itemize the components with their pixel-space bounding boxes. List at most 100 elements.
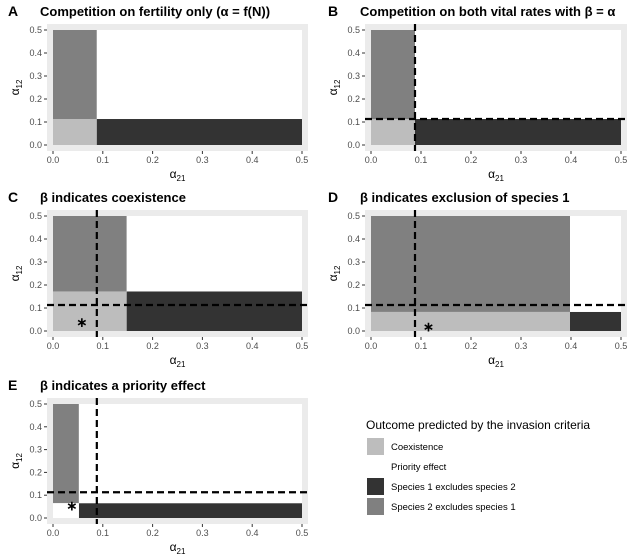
y-tick-label: 0.4 — [347, 48, 360, 58]
x-tick-label: 0.0 — [47, 155, 60, 165]
y-tick-label: 0.0 — [347, 140, 360, 150]
x-tick-label: 0.4 — [246, 155, 259, 165]
region-priority — [96, 30, 302, 120]
y-tick-label: 0.4 — [347, 234, 360, 244]
legend-title: Outcome predicted by the invasion criter… — [366, 418, 590, 432]
x-tick-label: 0.5 — [296, 528, 309, 538]
x-tick-label: 0.2 — [465, 341, 478, 351]
x-tick-label: 0.1 — [415, 155, 428, 165]
panel-letter: E — [8, 377, 17, 393]
panel-title: β indicates exclusion of species 1 — [360, 190, 570, 205]
legend-label-priority: Priority effect — [391, 462, 447, 473]
region-species1 — [78, 503, 303, 518]
region-species1 — [570, 311, 621, 331]
region-species2 — [53, 216, 127, 292]
x-tick-label: 0.4 — [565, 155, 578, 165]
y-tick-label: 0.3 — [29, 257, 42, 267]
x-tick-label: 0.3 — [196, 155, 209, 165]
y-tick-label: 0.0 — [29, 326, 42, 336]
y-tick-label: 0.2 — [29, 94, 42, 104]
region-species1 — [415, 119, 621, 145]
x-tick-label: 0.3 — [196, 341, 209, 351]
x-axis-label: α21 — [170, 353, 186, 369]
x-tick-label: 0.5 — [615, 341, 628, 351]
x-axis-label: α21 — [170, 540, 186, 556]
panel-e: ∗ 0.0 0.1 0.2 0.3 0.4 0.5 0.0 0.1 0.2 0.3 0.4 0.5 α21… — [8, 377, 308, 556]
y-tick-label: 0.0 — [29, 513, 42, 523]
legend-key-species2 — [367, 498, 384, 515]
region-species1 — [126, 291, 302, 331]
y-axis-label: α12 — [8, 453, 24, 469]
x-tick-label: 0.0 — [47, 341, 60, 351]
x-tick-label: 0.2 — [146, 341, 159, 351]
x-tick-label: 0.5 — [296, 341, 309, 351]
y-tick-label: 0.4 — [29, 422, 42, 432]
x-tick-label: 0.0 — [365, 341, 378, 351]
y-tick-label: 0.5 — [29, 399, 42, 409]
y-axis-label: α12 — [8, 265, 24, 281]
x-tick-label: 0.4 — [246, 341, 259, 351]
panel-letter: A — [8, 3, 18, 19]
y-tick-label: 0.0 — [29, 140, 42, 150]
x-tick-label: 0.2 — [465, 155, 478, 165]
region-priority — [570, 216, 621, 312]
y-tick-label: 0.2 — [29, 467, 42, 477]
x-tick-label: 0.4 — [565, 341, 578, 351]
y-tick-label: 0.1 — [347, 117, 360, 127]
y-tick-label: 0.3 — [347, 257, 360, 267]
legend-key-species1 — [367, 478, 384, 495]
region-coexistence — [371, 119, 415, 145]
x-tick-label: 0.5 — [296, 155, 309, 165]
y-tick-label: 0.3 — [29, 445, 42, 455]
region-priority — [126, 216, 302, 292]
x-tick-label: 0.0 — [365, 155, 378, 165]
x-tick-label: 0.1 — [97, 155, 110, 165]
y-tick-label: 0.1 — [29, 303, 42, 313]
y-tick-label: 0.2 — [29, 280, 42, 290]
legend: Outcome predicted by the invasion criter… — [366, 418, 590, 515]
x-axis-label: α21 — [488, 167, 504, 183]
region-species2 — [53, 30, 97, 120]
x-tick-label: 0.3 — [515, 155, 528, 165]
y-tick-label: 0.5 — [347, 211, 360, 221]
star-marker: ∗ — [423, 318, 435, 334]
region-coexistence — [53, 291, 127, 331]
x-tick-label: 0.0 — [47, 528, 60, 538]
y-tick-label: 0.3 — [29, 71, 42, 81]
star-marker: ∗ — [76, 314, 88, 330]
y-axis-label: α12 — [326, 265, 342, 281]
x-tick-label: 0.4 — [246, 528, 259, 538]
y-tick-label: 0.0 — [347, 326, 360, 336]
region-species2 — [371, 216, 570, 312]
region-coexistence — [371, 311, 570, 331]
y-tick-label: 0.2 — [347, 280, 360, 290]
region-species2 — [371, 30, 415, 120]
panel-title: β indicates coexistence — [40, 190, 186, 205]
y-tick-label: 0.3 — [347, 71, 360, 81]
y-tick-label: 0.1 — [29, 117, 42, 127]
region-priority — [78, 404, 303, 504]
panel-letter: D — [328, 189, 338, 205]
y-axis-label: α12 — [326, 79, 342, 95]
region-coexistence — [53, 119, 97, 145]
x-tick-label: 0.1 — [415, 341, 428, 351]
x-tick-label: 0.1 — [97, 528, 110, 538]
x-axis-label: α21 — [488, 353, 504, 369]
x-tick-label: 0.2 — [146, 155, 159, 165]
legend-key-priority — [367, 458, 384, 475]
y-tick-label: 0.5 — [29, 25, 42, 35]
panel-a: 0.0 0.1 0.2 0.3 0.4 0.5 0.0 0.1 0.2 0.3 0.4 0.5 α21 α… — [8, 3, 308, 183]
panel-title: Competition on both vital rates with β =… — [360, 4, 615, 19]
panel-letter: B — [328, 3, 338, 19]
x-tick-label: 0.5 — [615, 155, 628, 165]
region-priority — [415, 30, 621, 120]
panel-b: 0.0 0.1 0.2 0.3 0.4 0.5 0.0 0.1 0.2 0.3 0.4 0.5 α21 α… — [326, 3, 627, 183]
panel-d: ∗ 0.0 0.1 0.2 0.3 0.4 0.5 0.0 0.1 0.2 0.3 0.4 0.5 α21… — [326, 189, 627, 369]
x-tick-label: 0.3 — [515, 341, 528, 351]
y-tick-label: 0.4 — [29, 234, 42, 244]
y-tick-label: 0.1 — [347, 303, 360, 313]
panel-c: ∗ 0.0 0.1 0.2 0.3 0.4 0.5 0.0 0.1 0.2 0.3 0.4 0.5 α21… — [8, 189, 308, 369]
x-tick-label: 0.3 — [196, 528, 209, 538]
x-tick-label: 0.2 — [146, 528, 159, 538]
y-tick-label: 0.2 — [347, 94, 360, 104]
